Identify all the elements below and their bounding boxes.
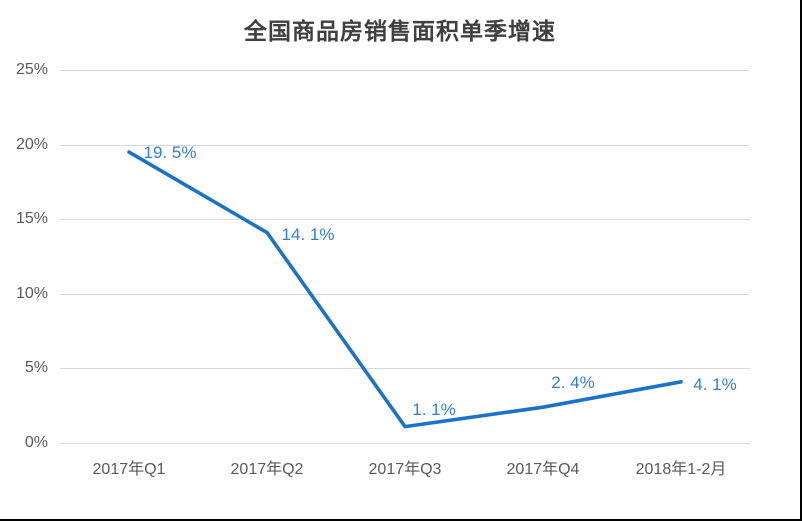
data-label: 1. 1% <box>412 399 456 419</box>
gridline <box>60 368 750 370</box>
y-axis-tick-label: 25% <box>15 61 48 78</box>
x-axis-tick-label: 2017年Q1 <box>92 461 166 478</box>
gridline <box>60 293 750 295</box>
gridline <box>60 443 750 444</box>
y-axis-tick-label: 15% <box>15 210 48 228</box>
data-label: 19. 5% <box>143 143 197 163</box>
gridline <box>60 144 750 146</box>
line-series-path <box>127 150 683 429</box>
x-axis-tick-label: 2018年1-2月 <box>635 461 727 478</box>
data-label: 14. 1% <box>281 224 335 244</box>
chart-title: 全国商品房销售面积单季增速 <box>244 18 556 44</box>
y-axis-tick-label: 20% <box>15 135 48 153</box>
gridline <box>60 70 750 71</box>
x-axis-tick-label: 2017年Q2 <box>230 461 304 478</box>
y-axis-tick-label: 0% <box>24 434 48 451</box>
y-axis-tick-label: 5% <box>24 359 48 377</box>
data-label: 2. 4% <box>551 373 595 393</box>
x-axis-tick-label: 2017年Q3 <box>368 461 442 478</box>
x-axis-tick-label: 2017年Q4 <box>506 461 580 478</box>
y-axis-tick-label: 10% <box>15 284 48 302</box>
data-label: 4. 1% <box>693 374 737 394</box>
gridline <box>60 219 750 221</box>
